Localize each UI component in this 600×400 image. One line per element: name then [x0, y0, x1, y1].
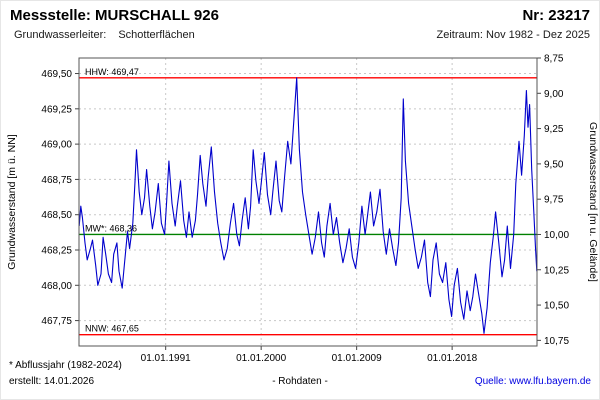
data-type-label: - Rohdaten -: [272, 376, 328, 387]
y-right-tick-label: 9,50: [544, 159, 564, 170]
y-axis-label-left: Grundwasserstand [m ü. NN]: [6, 134, 18, 269]
y-left-tick-label: 468,50: [41, 210, 72, 221]
y-right-tick-label: 9,75: [544, 195, 564, 206]
y-left-tick-label: 468,75: [41, 175, 72, 186]
station-title: Messstelle: MURSCHALL 926: [10, 7, 219, 24]
y-left-tick-label: 469,50: [41, 69, 72, 80]
y-left-tick-label: 469,00: [41, 140, 72, 151]
y-right-tick-label: 10,25: [544, 265, 569, 276]
y-left-tick-label: 469,25: [41, 104, 72, 115]
y-right-tick-label: 9,00: [544, 89, 564, 100]
aquifer-info: Grundwasserleiter: Schotterflächen: [14, 29, 195, 41]
period-label: Zeitraum: Nov 1982 - Dez 2025: [436, 29, 590, 41]
marker-label-nnw: NNW: 467,65: [85, 324, 139, 334]
y-right-tick-label: 10,00: [544, 230, 569, 241]
created-date: erstellt: 14.01.2026: [9, 376, 95, 387]
source-label: Quelle:: [474, 376, 507, 387]
groundwater-data-line: [78, 77, 538, 334]
marker-label-hhw: HHW: 469,47: [85, 67, 139, 77]
y-right-tick-label: 10,50: [544, 301, 569, 312]
reference-lines: HHW: 469,47 MW*: 468,36 NNW: 467,65: [79, 67, 537, 336]
footnote: * Abflussjahr (1982-2024): [9, 360, 122, 371]
y-left-tick-label: 468,00: [41, 281, 72, 292]
aquifer-value: Schotterflächen: [118, 29, 195, 41]
x-tick-label: 01.01.2000: [236, 353, 286, 364]
header-row: Messstelle: MURSCHALL 926 Nr: 23217: [10, 7, 590, 24]
axes: 467,75 468,00 468,25 468,50 468,75 469,00 469,…: [41, 54, 569, 365]
subheader-row: Grundwasserleiter: Schotterflächen Zeitr…: [14, 29, 590, 41]
gridlines: [79, 58, 537, 346]
y-right-tick-label: 9,25: [544, 124, 564, 135]
y-axis-label-right: Grundwasserstand [m u. Gelände]: [587, 122, 599, 282]
x-tick-label: 01.01.2018: [427, 353, 477, 364]
x-tick-label: 01.01.2009: [332, 353, 382, 364]
y-left-tick-label: 468,25: [41, 246, 72, 257]
source: Quelle: www.lfu.bayern.de: [475, 376, 591, 387]
plot-border: [78, 57, 538, 347]
marker-label-mw: MW*: 468,36: [85, 223, 137, 233]
x-tick-label: 01.01.1991: [141, 353, 191, 364]
y-right-tick-label: 8,75: [544, 54, 564, 65]
y-right-tick-label: 10,75: [544, 336, 569, 347]
y-left-tick-label: 467,75: [41, 316, 72, 327]
aquifer-label: Grundwasserleiter:: [14, 29, 107, 41]
source-link[interactable]: www.lfu.bayern.de: [509, 376, 591, 387]
data-series: [78, 77, 538, 334]
station-number: Nr: 23217: [522, 7, 590, 24]
